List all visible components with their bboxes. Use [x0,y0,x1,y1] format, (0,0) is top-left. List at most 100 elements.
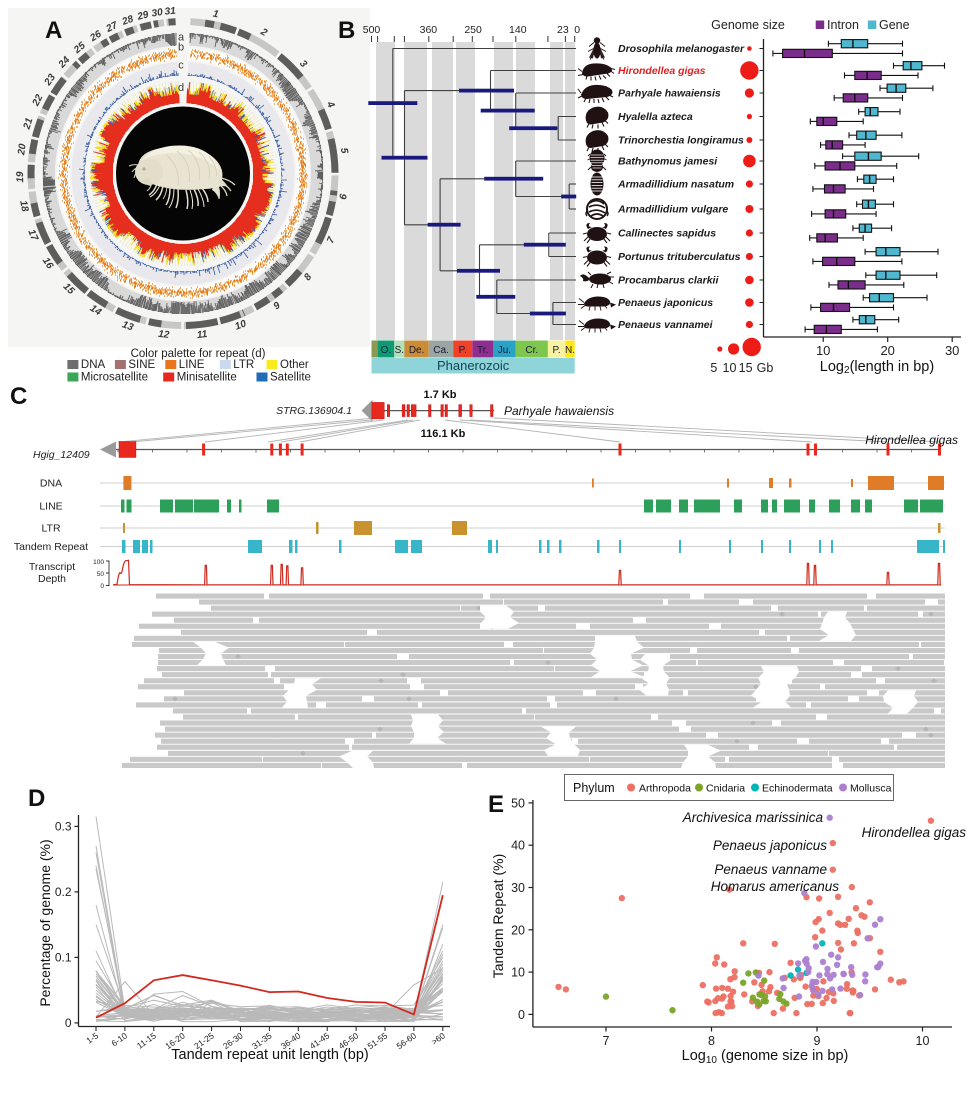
svg-text:30: 30 [151,7,164,20]
svg-text:2: 2 [258,26,270,39]
svg-text:0.2: 0.2 [55,885,72,899]
svg-text:Hirondellea gigas: Hirondellea gigas [618,65,706,77]
svg-text:7: 7 [603,1034,610,1048]
svg-text:0: 0 [574,24,580,36]
svg-text:De.: De. [409,345,425,356]
svg-text:7: 7 [325,235,337,245]
svg-text:1.7 Kb: 1.7 Kb [423,389,456,401]
svg-text:Callinectes sapidus: Callinectes sapidus [618,228,716,240]
svg-text:LTR: LTR [41,523,60,535]
svg-text:A: A [45,17,62,44]
svg-text:Transcript: Transcript [29,561,75,573]
svg-text:10: 10 [234,318,249,332]
svg-text:31: 31 [164,6,176,18]
svg-text:Arthropoda: Arthropoda [639,783,691,795]
svg-text:S.: S. [395,345,404,356]
svg-text:50: 50 [511,796,525,810]
svg-text:D: D [28,785,45,812]
svg-text:DNA: DNA [40,478,62,490]
svg-text:Percentage of genome (%): Percentage of genome (%) [37,839,53,1006]
svg-text:1-5: 1-5 [84,1030,100,1045]
svg-text:Penaeus vannamei: Penaeus vannamei [618,319,714,331]
svg-text:17: 17 [25,228,40,243]
svg-text:140: 140 [509,24,527,36]
svg-text:0.3: 0.3 [55,819,72,833]
svg-text:O.: O. [381,345,392,356]
svg-text:Penaeus japonicus: Penaeus japonicus [713,838,827,853]
svg-text:Procambarus clarkii: Procambarus clarkii [618,275,719,287]
svg-text:d: d [178,82,184,94]
svg-text:13: 13 [120,319,135,333]
svg-text:C: C [10,383,27,410]
svg-text:Tandem Repeat: Tandem Repeat [14,541,88,553]
svg-text:P.: P. [459,345,467,356]
svg-text:0.1: 0.1 [55,950,72,964]
svg-text:Hgig_12409: Hgig_12409 [33,449,90,461]
svg-text:11: 11 [196,329,208,341]
svg-text:P.: P. [553,345,561,356]
svg-text:Depth: Depth [38,573,66,585]
svg-text:Log10 (genome size in bp): Log10 (genome size in bp) [682,1048,849,1066]
svg-text:Gb: Gb [757,361,774,375]
svg-text:500: 500 [363,24,381,36]
svg-text:250: 250 [464,24,482,36]
svg-text:20: 20 [16,143,29,157]
svg-text:Drosophila melanogaster: Drosophila melanogaster [618,43,745,55]
svg-text:Echinodermata: Echinodermata [762,783,833,795]
svg-text:50: 50 [97,571,105,578]
svg-text:9: 9 [814,1034,821,1048]
svg-text:0: 0 [65,1016,72,1030]
svg-text:19: 19 [15,171,26,183]
svg-text:8: 8 [302,271,314,283]
svg-text:Log2(length in bp): Log2(length in bp) [820,359,934,376]
svg-text:Parhyale hawaiensis: Parhyale hawaiensis [618,88,721,100]
svg-text:LINE: LINE [179,359,205,371]
svg-text:5: 5 [338,147,350,154]
svg-text:E: E [488,791,504,818]
svg-text:DNA: DNA [81,359,106,371]
svg-text:18: 18 [17,200,30,214]
svg-text:28: 28 [120,14,136,29]
svg-text:Phylum: Phylum [573,781,615,795]
svg-text:a: a [178,31,185,43]
svg-text:Penaeus japonicus: Penaeus japonicus [618,297,713,309]
svg-text:1: 1 [212,8,220,20]
svg-text:b: b [178,42,184,54]
svg-text:30: 30 [945,343,959,358]
svg-text:LTR: LTR [233,359,254,371]
svg-text:Armadillidium vulgare: Armadillidium vulgare [617,204,728,216]
svg-text:12: 12 [158,329,171,341]
svg-text:SINE: SINE [128,359,155,371]
svg-text:Color palette for repeat (d): Color palette for repeat (d) [131,348,266,360]
svg-text:6: 6 [338,193,350,201]
svg-text:6-10: 6-10 [109,1030,129,1048]
svg-text:Minisatellite: Minisatellite [177,372,237,384]
svg-text:360: 360 [420,24,438,36]
svg-text:N.: N. [565,345,575,356]
svg-text:Armadillidium nasatum: Armadillidium nasatum [617,179,734,191]
svg-text:10: 10 [511,966,525,980]
svg-text:Mollusca: Mollusca [850,783,892,795]
svg-text:Trinorchestia longiramus: Trinorchestia longiramus [618,135,744,147]
svg-text:0: 0 [100,583,104,590]
svg-text:Other: Other [280,359,309,371]
svg-text:56-60: 56-60 [394,1030,418,1051]
svg-text:9: 9 [272,300,283,312]
svg-text:Intron: Intron [827,18,859,32]
svg-text:27: 27 [104,20,120,35]
svg-text:Cnidaria: Cnidaria [706,783,745,795]
svg-text:Portunus trituberculatus: Portunus trituberculatus [618,251,741,263]
svg-text:STRG.136904.1: STRG.136904.1 [276,405,352,417]
svg-text:29: 29 [135,9,150,23]
svg-text:116.1 Kb: 116.1 Kb [421,428,466,440]
svg-text:Genome size: Genome size [711,18,785,32]
svg-text:22: 22 [30,93,45,109]
svg-text:10: 10 [916,1034,930,1048]
svg-text:20: 20 [880,343,894,358]
svg-text:15: 15 [739,361,753,375]
svg-text:40: 40 [511,839,525,853]
svg-text:Tandem repeat unit length (bp): Tandem repeat unit length (bp) [171,1047,369,1063]
svg-text:Ju.: Ju. [498,345,511,356]
svg-text:c: c [178,60,184,72]
svg-text:Archivesica marissinica: Archivesica marissinica [682,810,824,825]
